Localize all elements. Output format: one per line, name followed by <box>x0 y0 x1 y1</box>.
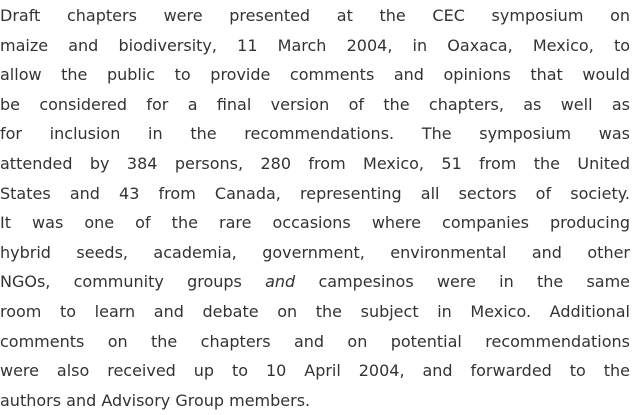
text-run: States and 43 from Canada, representing … <box>0 183 630 203</box>
text-run: maize and biodiversity, 11 March 2004, i… <box>0 35 630 55</box>
text-run: comments on the chapters and on potentia… <box>0 331 630 351</box>
text-run: Draft chapters were presented at the CEC… <box>0 6 630 25</box>
text-line: authors and Advisory Group members. <box>0 386 630 415</box>
text-line: attended by 384 persons, 280 from Mexico… <box>0 149 630 179</box>
text-run: were also received up to 10 April 2004, … <box>0 361 630 381</box>
text-line: be considered for a final version of the… <box>0 90 630 120</box>
text-line: room to learn and debate on the subject … <box>0 297 630 327</box>
text-run: NGOs, community groups <box>0 272 266 292</box>
text-line: States and 43 from Canada, representing … <box>0 179 630 209</box>
text-line: NGOs, community groups and campesinos we… <box>0 267 630 297</box>
text-run: room to learn and debate on the subject … <box>0 301 630 321</box>
text-line: Draft chapters were presented at the CEC… <box>0 1 630 31</box>
text-run: be considered for a final version of the… <box>0 94 630 114</box>
text-run: campesinos were in the same <box>295 272 631 292</box>
text-run: authors and Advisory Group members. <box>0 390 311 410</box>
text-line: were also received up to 10 April 2004, … <box>0 356 630 386</box>
text-run: for inclusion in the recommendations. Th… <box>0 124 630 144</box>
emphasis: and <box>265 272 296 292</box>
text-run: attended by 384 persons, 280 from Mexico… <box>0 153 630 173</box>
text-line: maize and biodiversity, 11 March 2004, i… <box>0 31 630 61</box>
text-line: hybrid seeds, academia, government, envi… <box>0 238 630 268</box>
text-line: It was one of the rare occasions where c… <box>0 208 630 238</box>
text-run: It was one of the rare occasions where c… <box>0 213 630 233</box>
text-line: allow the public to provide comments and… <box>0 60 630 90</box>
text-line: for inclusion in the recommendations. Th… <box>0 119 630 149</box>
text-run: hybrid seeds, academia, government, envi… <box>0 242 630 262</box>
text-line: comments on the chapters and on potentia… <box>0 327 630 357</box>
text-run: allow the public to provide comments and… <box>0 65 630 85</box>
